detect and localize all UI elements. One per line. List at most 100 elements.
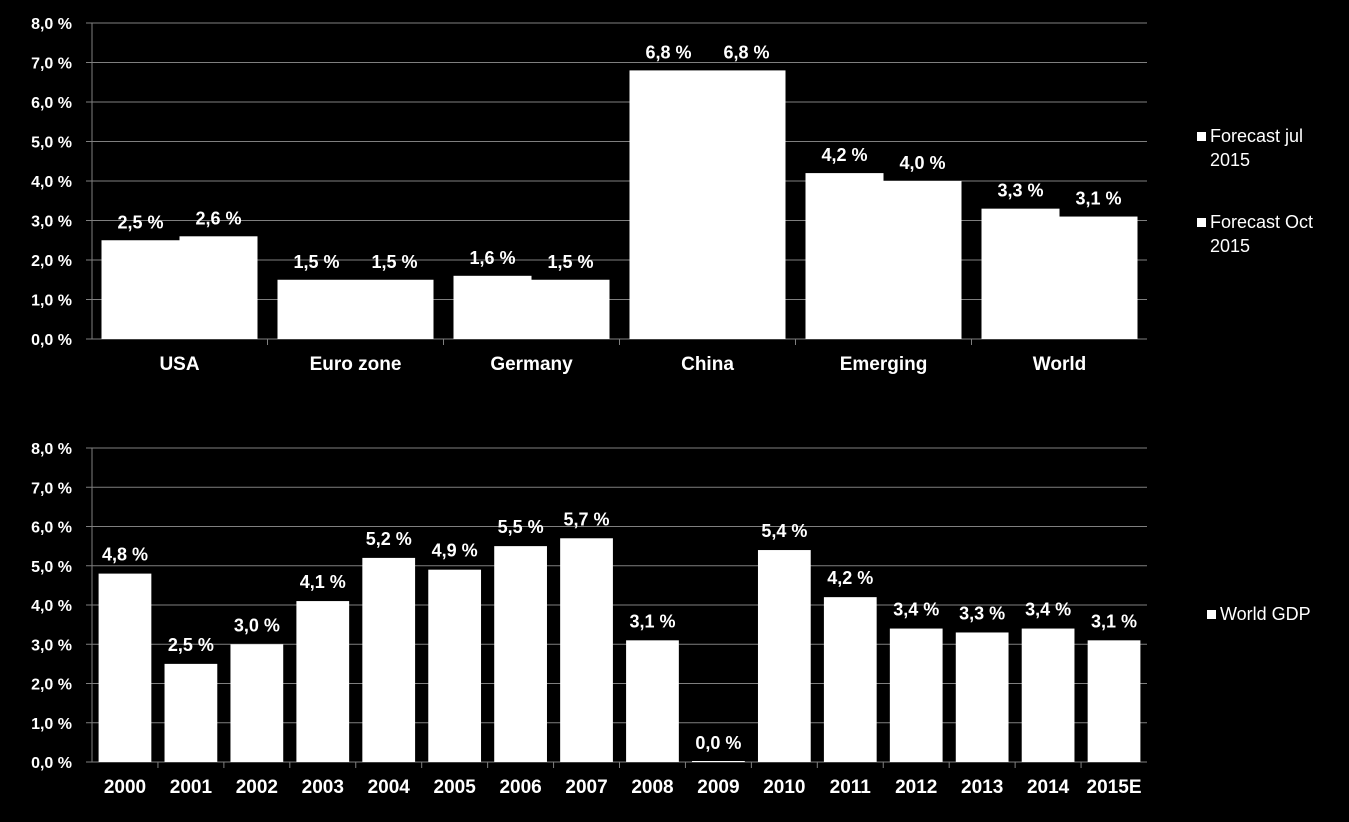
x-tick-label: 2009	[697, 777, 739, 798]
y-tick-label: 4,0 %	[31, 598, 72, 615]
y-tick-label: 1,0 %	[31, 293, 72, 310]
bar	[531, 279, 610, 339]
data-label: 1,5 %	[293, 252, 339, 272]
bar	[296, 601, 350, 762]
y-tick-label: 0,0 %	[31, 755, 72, 772]
bar	[692, 761, 745, 762]
bar	[981, 208, 1060, 339]
y-tick-label: 3,0 %	[31, 214, 72, 231]
data-label: 4,2 %	[827, 568, 873, 588]
x-tick-label: 2010	[763, 777, 805, 798]
bar	[805, 173, 884, 339]
x-tick-label: 2000	[104, 777, 146, 798]
x-tick-label: 2013	[961, 777, 1003, 798]
bar	[355, 279, 434, 339]
bar	[889, 628, 943, 762]
legend-label: Forecast jul	[1210, 126, 1303, 146]
legend-swatch	[1207, 610, 1216, 619]
bar	[560, 538, 613, 762]
x-tick-label: World	[1033, 354, 1086, 375]
x-tick-label: Emerging	[840, 354, 928, 375]
x-tick-label: 2012	[895, 777, 937, 798]
data-label: 4,8 %	[102, 545, 148, 565]
y-tick-label: 2,0 %	[31, 253, 72, 270]
x-tick-label: 2006	[499, 777, 541, 798]
data-label: 4,0 %	[899, 153, 945, 173]
data-label: 3,4 %	[893, 600, 939, 620]
data-label: 2,5 %	[117, 212, 163, 232]
data-label: 6,8 %	[723, 42, 769, 62]
x-tick-label: 2005	[434, 777, 477, 798]
bar	[629, 70, 708, 340]
y-tick-label: 2,0 %	[31, 677, 72, 694]
bar	[1087, 640, 1141, 762]
y-tick-label: 5,0 %	[31, 559, 72, 576]
x-tick-label: 2008	[631, 777, 673, 798]
data-label: 5,4 %	[761, 521, 807, 541]
bar	[428, 569, 482, 762]
bar	[362, 557, 416, 762]
bar	[494, 546, 547, 762]
x-tick-label: 2011	[830, 777, 872, 798]
data-label: 3,1 %	[1075, 189, 1121, 209]
data-label: 4,1 %	[300, 572, 346, 592]
y-tick-label: 7,0 %	[31, 56, 72, 73]
legend-label: Forecast Oct	[1210, 212, 1313, 232]
x-tick-label: 2002	[236, 777, 278, 798]
legend-label: 2015	[1210, 150, 1250, 170]
bar	[626, 640, 679, 762]
x-tick-label: China	[681, 354, 734, 375]
chart-2: 0,0 % 1,0 % 2,0 % 3,0 % 4,0 % 5,0 % 6,0 % 7,0 %…	[31, 441, 1311, 798]
data-label: 0,0 %	[695, 733, 741, 753]
legend-label: 2015	[1210, 236, 1250, 256]
data-label: 4,9 %	[432, 541, 478, 561]
bar	[1059, 216, 1138, 339]
chart-1: 0,0 % 1,0 % 2,0 % 3,0 % 4,0 % 5,0 % 6,0 % 7,0 %…	[31, 16, 1313, 375]
y-tick-label: 8,0 %	[31, 16, 72, 33]
bar	[277, 279, 356, 339]
bar	[101, 240, 180, 339]
bar	[1021, 628, 1075, 762]
x-tick-label: 2004	[368, 777, 411, 798]
data-label: 3,1 %	[629, 611, 675, 631]
y-tick-label: 5,0 %	[31, 135, 72, 152]
bar	[823, 597, 877, 762]
x-tick-label: Euro zone	[310, 354, 402, 375]
data-label: 6,8 %	[645, 42, 691, 62]
y-tick-label: 7,0 %	[31, 480, 72, 497]
data-label: 2,5 %	[168, 635, 214, 655]
x-tick-label: 2003	[302, 777, 344, 798]
y-tick-label: 3,0 %	[31, 637, 72, 654]
legend-swatch	[1197, 218, 1206, 227]
y-tick-label: 8,0 %	[31, 441, 72, 458]
legend-label: World GDP	[1220, 604, 1311, 624]
data-label: 3,0 %	[234, 615, 280, 635]
bar	[453, 275, 532, 339]
bar	[955, 632, 1009, 762]
data-label: 1,5 %	[371, 252, 417, 272]
bar	[883, 181, 962, 339]
data-label: 5,5 %	[498, 517, 544, 537]
data-label: 5,7 %	[564, 509, 610, 529]
x-tick-label: 2007	[565, 777, 607, 798]
x-tick-label: 2001	[170, 777, 213, 798]
bar	[707, 70, 786, 340]
x-tick-label: USA	[159, 354, 199, 375]
bar	[98, 573, 152, 762]
data-label: 3,3 %	[959, 603, 1005, 623]
data-label: 3,3 %	[997, 181, 1043, 201]
y-tick-label: 0,0 %	[31, 332, 72, 349]
y-tick-label: 1,0 %	[31, 716, 72, 733]
x-tick-label: Germany	[490, 354, 573, 375]
data-label: 5,2 %	[366, 529, 412, 549]
y-tick-label: 4,0 %	[31, 174, 72, 191]
bar	[179, 236, 258, 339]
y-tick-label: 6,0 %	[31, 95, 72, 112]
data-label: 4,2 %	[821, 145, 867, 165]
y-tick-label: 6,0 %	[31, 520, 72, 537]
x-tick-label: 2015E	[1087, 777, 1142, 798]
data-label: 3,4 %	[1025, 600, 1071, 620]
data-label: 2,6 %	[195, 208, 241, 228]
